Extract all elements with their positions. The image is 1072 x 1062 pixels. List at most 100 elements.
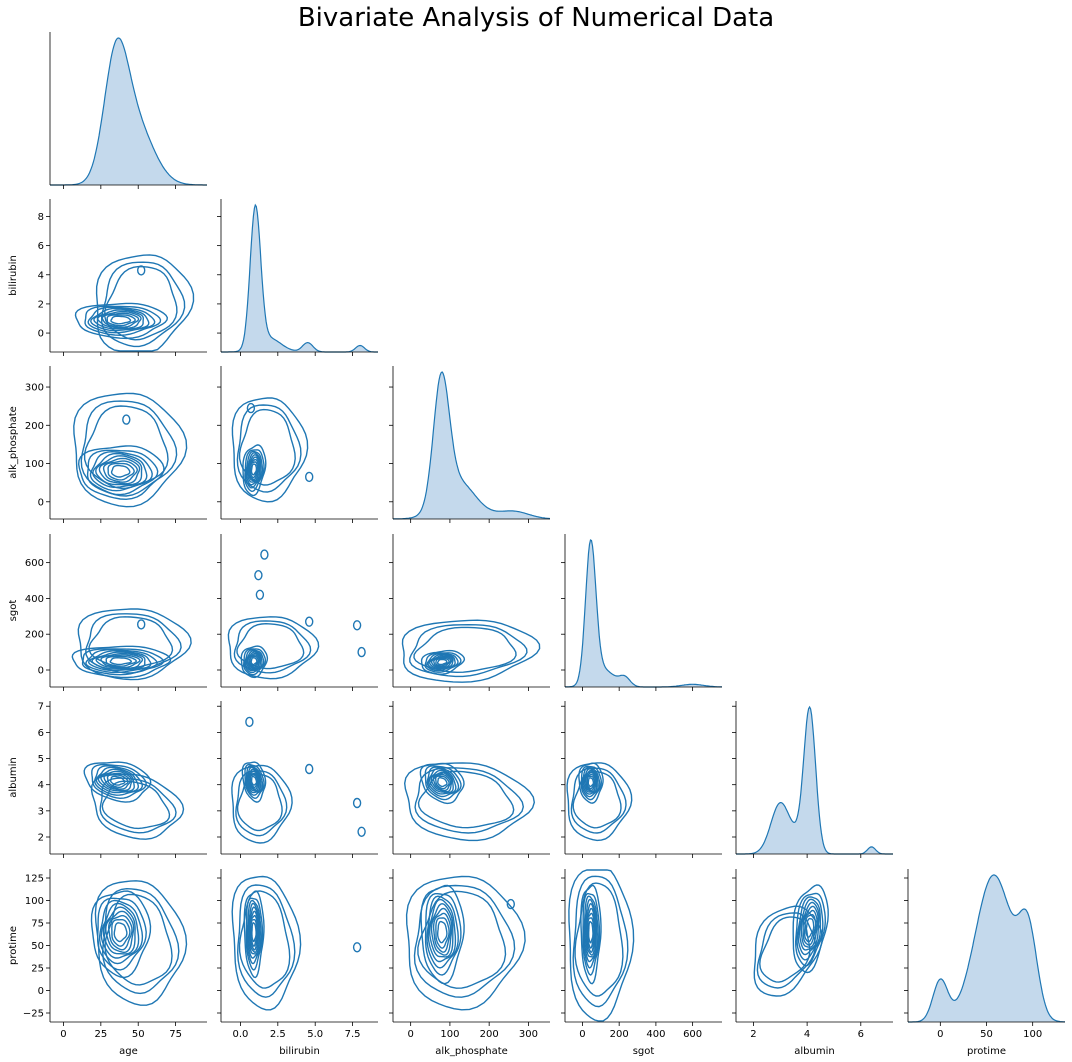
kde-fill-bilirubin [221, 205, 378, 352]
kde-panel-alk_phosphate [392, 371, 550, 520]
contour-line [585, 907, 596, 956]
contour-line [417, 770, 515, 829]
contour-line [92, 452, 148, 489]
contour-line [238, 408, 296, 486]
y-tick-label: 0 [38, 986, 44, 997]
contour-line [236, 622, 305, 670]
y-tick-label: 6 [38, 728, 44, 739]
contour-line [238, 890, 291, 989]
contour-line [93, 309, 145, 330]
y-tick-label: 75 [31, 919, 44, 930]
contour-line [401, 619, 541, 683]
contour-line [414, 767, 525, 834]
contour-line [426, 895, 459, 969]
contour-line [435, 917, 450, 949]
contour-panel-bilirubin-vs-protime [231, 875, 362, 1011]
contour-island [136, 619, 146, 630]
contour-line [231, 875, 302, 1011]
contour-line [420, 884, 465, 985]
contour-island [136, 265, 146, 276]
contour-line [248, 910, 259, 954]
contour-line [227, 616, 320, 680]
y-tick-label: 3 [38, 806, 44, 817]
kde-fill-alk_phosphate [393, 372, 550, 519]
axes-alk_phosphate-protime: 0 100 200 300 alk_phosphate [389, 869, 550, 1057]
contour-line [110, 464, 131, 478]
contour-line [756, 912, 817, 989]
contour-line [586, 912, 596, 953]
contour-line [582, 893, 601, 976]
contour-panel-albumin-vs-protime [753, 884, 829, 997]
contour-panel-age-vs-bilirubin [74, 254, 195, 352]
contour-line [802, 909, 818, 946]
kde-line-alk_phosphate [392, 371, 550, 520]
contour-panel-alk_phosphate-vs-albumin [403, 762, 536, 842]
x-tick-label: 300 [519, 1029, 538, 1040]
contour-line [100, 261, 186, 348]
contour-line [419, 762, 465, 805]
contour-line [424, 893, 462, 976]
contour-line [100, 902, 140, 959]
contour-panel-sgot-vs-protime [568, 869, 635, 1022]
contour-line [91, 763, 147, 800]
x-tick-label: 0 [407, 1029, 413, 1040]
contour-line [249, 915, 259, 951]
contour-island [305, 616, 314, 627]
subplot-grid: 02468bilirubin0100200300alk_phosphate020… [8, 32, 1066, 1057]
contour-line [97, 768, 135, 793]
contour-line [248, 458, 260, 481]
contour-line [417, 890, 507, 989]
kde-fill-protime [908, 875, 1065, 1022]
contour-line [403, 762, 536, 842]
x-tick-label: 400 [646, 1029, 665, 1040]
y-tick-label: 125 [25, 874, 44, 885]
contour-line [246, 454, 261, 483]
kde-panel-age [50, 37, 207, 186]
x-tick-label: 2 [750, 1029, 756, 1040]
contour-panel-alk_phosphate-vs-protime [405, 875, 526, 1011]
y-tick-label: 2 [38, 299, 44, 310]
axes-sgot-albumin [561, 701, 722, 858]
y-tick-label: 300 [25, 383, 44, 394]
contour-line [405, 875, 526, 1011]
contour-island [254, 570, 263, 581]
contour-line [430, 655, 453, 668]
y-tick-label: 8 [38, 212, 44, 223]
contour-line [241, 761, 267, 803]
x-tick-label: 50 [980, 1029, 993, 1040]
contour-line [88, 616, 174, 669]
kde-fill-sgot [565, 540, 722, 687]
axes-bilirubin-sgot [217, 534, 378, 691]
contour-line [236, 773, 283, 832]
contour-line [759, 916, 811, 983]
contour-line [110, 315, 132, 325]
contour-line [247, 456, 260, 482]
y-axis-label: protime [8, 926, 19, 965]
contour-island [352, 620, 362, 631]
y-tick-label: 4 [38, 780, 44, 791]
x-tick-label: 4 [804, 1029, 810, 1040]
contour-line [428, 654, 454, 669]
contour-line [435, 775, 450, 790]
contour-line [109, 656, 133, 666]
contour-line [588, 920, 594, 944]
contour-panel-bilirubin-vs-alk_phosphate [231, 397, 314, 503]
contour-line [77, 445, 165, 501]
x-tick-label: 2.5 [270, 1029, 286, 1040]
contour-line [424, 652, 462, 673]
contour-line [427, 898, 457, 963]
contour-line [83, 761, 152, 803]
contour-line [97, 897, 147, 971]
contour-island [357, 826, 366, 837]
contour-line [437, 920, 448, 944]
contour-line [249, 461, 259, 479]
contour-line [83, 405, 169, 490]
contour-panel-bilirubin-vs-sgot [227, 549, 366, 680]
y-tick-label: −25 [23, 1009, 44, 1020]
contour-line [101, 780, 171, 830]
contour-line [570, 767, 627, 834]
contour-island [506, 898, 515, 910]
contour-line [433, 656, 452, 668]
contour-island [255, 589, 265, 600]
